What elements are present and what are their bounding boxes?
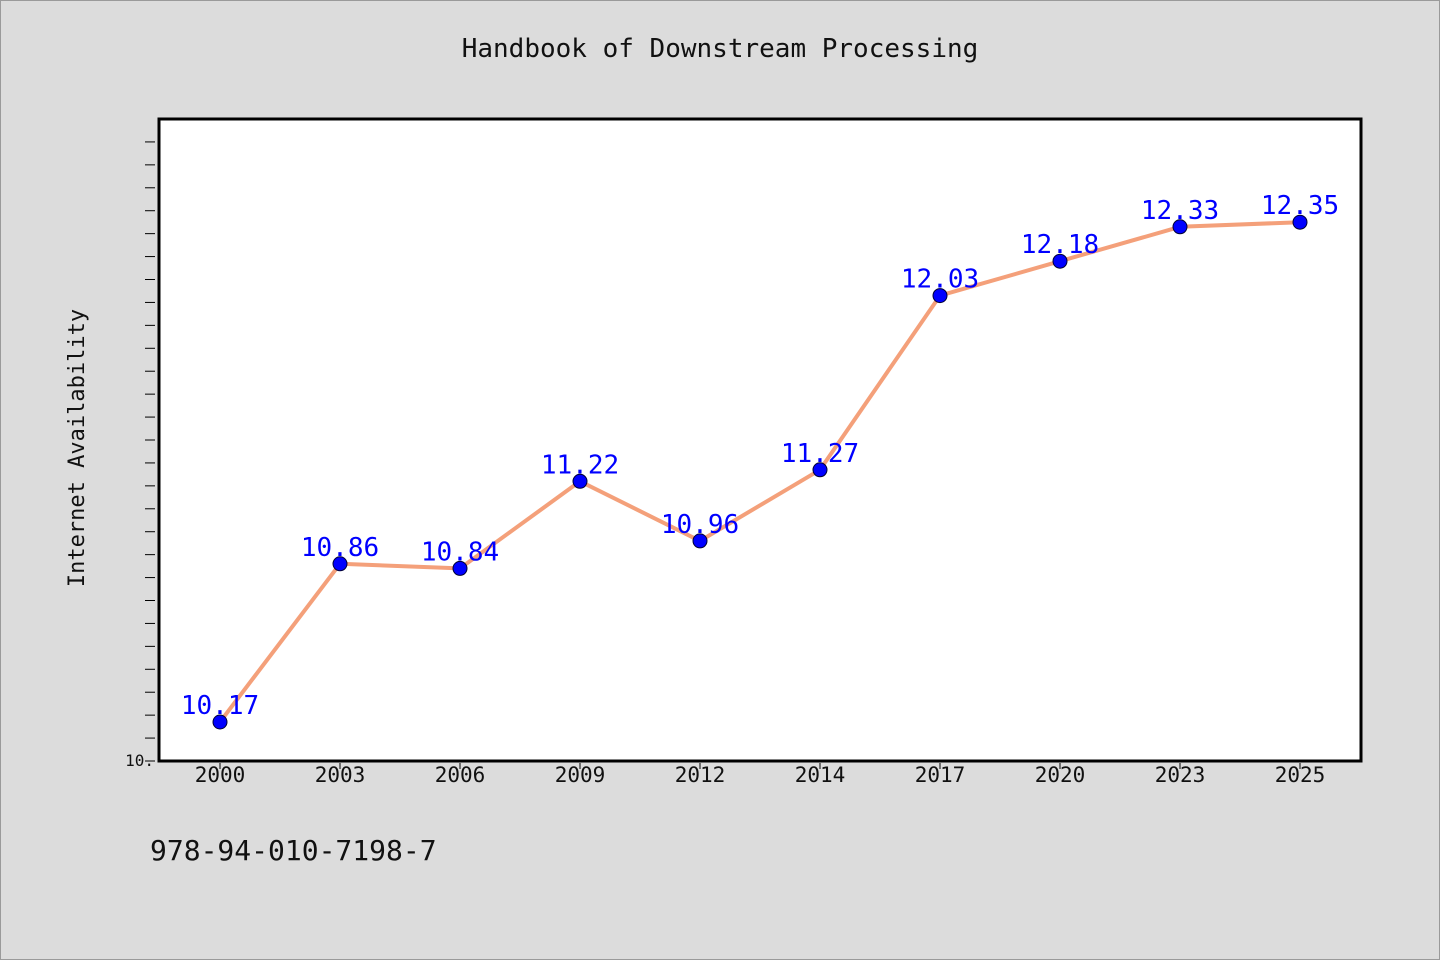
x-tick-label: 2009	[555, 763, 606, 787]
x-tick-label: 2023	[1155, 763, 1206, 787]
data-point	[1052, 253, 1068, 269]
data-label: 12.33	[1141, 196, 1219, 226]
x-tick-label: 2003	[315, 763, 366, 787]
series-line	[218, 220, 1302, 724]
data-label: 11.22	[541, 450, 619, 480]
data-label: 10.96	[661, 510, 739, 540]
data-label: 12.35	[1261, 191, 1339, 221]
data-point	[1172, 219, 1188, 235]
data-point	[692, 533, 708, 549]
isbn-label: 978-94-010-7198-7	[150, 834, 437, 867]
x-axis-labels: 2000 2003 2006 2009 2012 2014 2017 2020 2023 2025	[195, 763, 1326, 787]
data-label: 10.84	[421, 537, 499, 567]
data-point	[572, 473, 588, 489]
data-label: 12.03	[901, 265, 979, 295]
y-axis-label: Internet Availability	[65, 309, 90, 587]
plot-area	[157, 117, 1363, 763]
x-tick-label: 2012	[675, 763, 726, 787]
data-point	[812, 462, 828, 478]
x-tick-label: 2006	[435, 763, 486, 787]
data-label: 10.17	[181, 691, 259, 721]
data-label: 10.86	[301, 533, 379, 563]
x-tick-label: 2017	[915, 763, 966, 787]
chart-title: Handbook of Downstream Processing	[461, 34, 979, 64]
data-label: 12.18	[1021, 230, 1099, 260]
x-axis-ticks	[219, 763, 1301, 769]
y-tick-label: 10.	[125, 751, 154, 770]
x-tick-label: 2000	[195, 763, 246, 787]
data-labels: 10.17 10.86 10.84 11.22 10.96 11.27 12.03 12.18…	[181, 191, 1339, 721]
x-tick-label: 2025	[1275, 763, 1326, 787]
x-tick-label: 2020	[1035, 763, 1086, 787]
data-point	[1292, 214, 1308, 230]
data-point	[452, 560, 468, 576]
y-axis-ticks	[145, 141, 155, 762]
x-tick-label: 2014	[795, 763, 846, 787]
data-label: 11.27	[781, 439, 859, 469]
data-markers	[212, 214, 1308, 730]
data-point	[212, 714, 228, 730]
data-point	[932, 288, 948, 304]
data-point	[332, 556, 348, 572]
